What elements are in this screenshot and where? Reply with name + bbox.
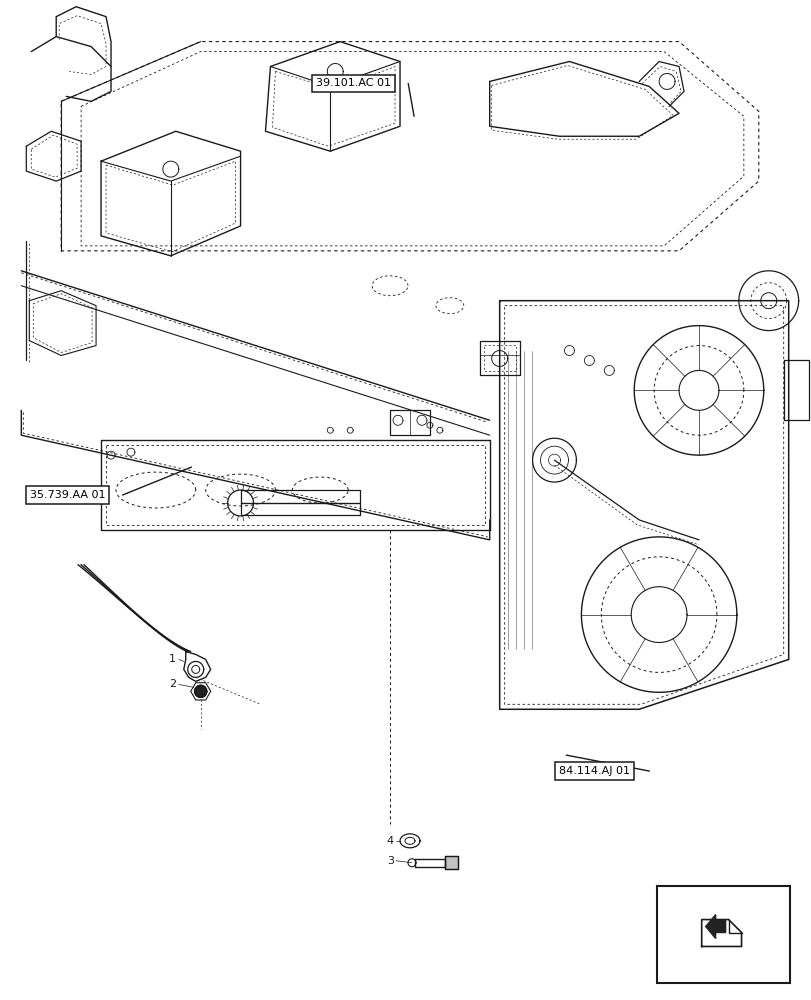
Text: 35.739.AA 01: 35.739.AA 01 xyxy=(30,490,105,500)
Text: 2: 2 xyxy=(169,679,175,689)
Text: 3: 3 xyxy=(387,856,393,866)
Text: 4: 4 xyxy=(386,836,393,846)
Text: 1: 1 xyxy=(169,654,175,664)
Text: 84.114.AJ 01: 84.114.AJ 01 xyxy=(558,766,629,776)
Bar xyxy=(656,886,789,983)
Polygon shape xyxy=(444,856,457,869)
Polygon shape xyxy=(195,685,207,697)
Text: 39.101.AC 01: 39.101.AC 01 xyxy=(315,78,390,88)
Polygon shape xyxy=(701,920,740,946)
Polygon shape xyxy=(705,915,725,938)
